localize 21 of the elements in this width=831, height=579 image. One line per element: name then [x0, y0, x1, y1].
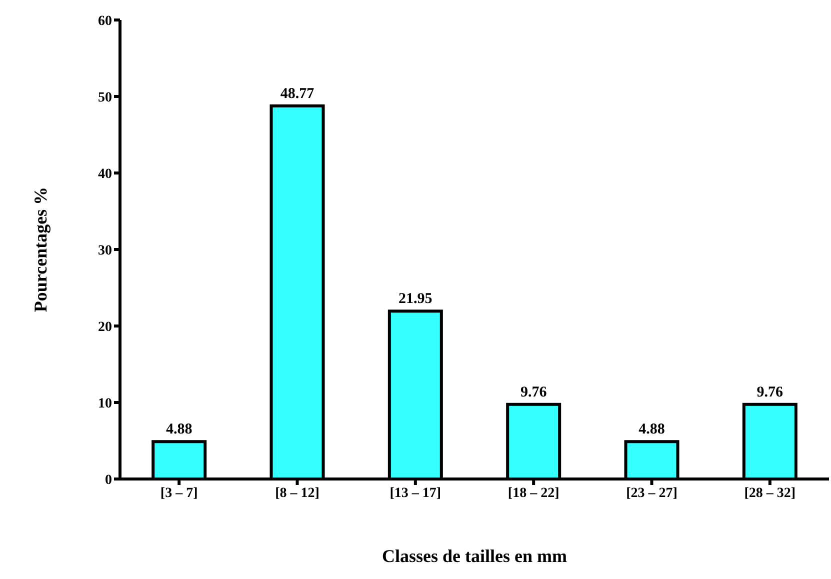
x-tick-label: [3 – 7] — [160, 486, 198, 501]
data-label: 48.77 — [280, 86, 315, 102]
y-tick-label: 60 — [98, 14, 112, 29]
y-tick-label: 50 — [98, 90, 112, 106]
data-label: 21.95 — [398, 291, 432, 308]
x-tick-label: [8 – 12] — [275, 486, 320, 501]
y-tick-label: 30 — [98, 243, 112, 258]
x-axis-title: Classes de tailles en mm — [382, 546, 567, 566]
data-label: 9.76 — [520, 384, 548, 400]
y-tick-label: 40 — [98, 166, 112, 182]
data-label: 4.88 — [638, 422, 665, 438]
x-tick-label: [28 – 32] — [744, 486, 796, 501]
x-tick-label: [13 – 17] — [390, 486, 442, 501]
y-tick-label: 10 — [98, 396, 112, 412]
y-tick-label: 0 — [105, 472, 112, 488]
y-axis-title: Pourcentages % — [30, 186, 50, 312]
x-tick-label: [23 – 27] — [626, 486, 678, 501]
data-label: 4.88 — [166, 422, 192, 438]
data-label: 9.76 — [756, 384, 784, 400]
x-tick-label: [18 – 22] — [508, 486, 560, 501]
y-tick-label: 20 — [98, 320, 112, 335]
